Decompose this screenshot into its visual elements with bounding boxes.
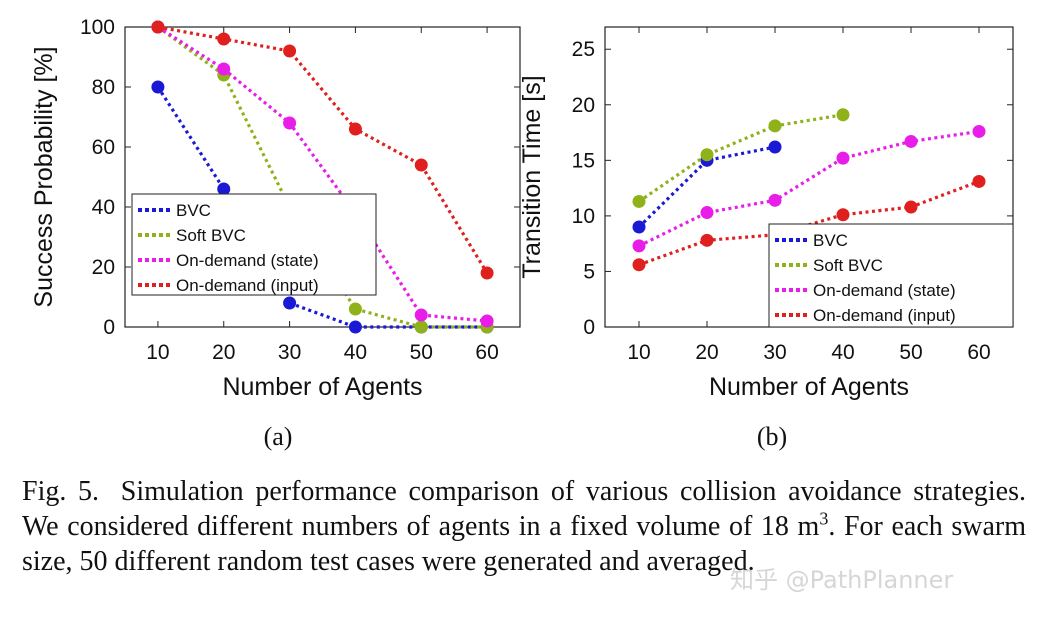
legend-label: Soft BVC — [176, 226, 246, 245]
data-point — [414, 320, 428, 334]
data-point — [632, 239, 646, 253]
data-point — [632, 194, 646, 208]
data-point — [768, 140, 782, 154]
x-tick-label: 20 — [212, 341, 235, 364]
caption-fig-label: Fig. 5. — [22, 476, 100, 507]
y-axis-label: Success Probability [%] — [30, 46, 58, 307]
legend: BVC Soft BVC On-demand (state) On-demand (i… — [768, 223, 1014, 328]
legend: BVC Soft BVC On-demand (state) On-demand (i… — [131, 193, 377, 296]
data-point — [283, 44, 297, 58]
legend-label: BVC — [813, 231, 848, 250]
data-point — [217, 182, 231, 196]
series-soft-bvc — [632, 108, 850, 208]
data-point — [348, 320, 362, 334]
y-tick-label: 5 — [583, 260, 595, 283]
data-point — [836, 208, 850, 222]
data-point — [632, 220, 646, 234]
y-tick-label: 20 — [92, 256, 115, 279]
data-point — [151, 80, 165, 94]
data-point — [632, 258, 646, 272]
data-point — [768, 119, 782, 133]
chart-panel-1: 10 20 30 40 50 60 0 20 40 60 80 100 Number of Agents… — [30, 16, 521, 451]
data-point — [414, 308, 428, 322]
data-point — [836, 108, 850, 122]
data-point — [151, 20, 165, 34]
panel-label: (b) — [757, 422, 787, 451]
data-point — [768, 193, 782, 207]
panel-label: (a) — [264, 422, 293, 451]
data-point — [700, 233, 714, 247]
data-point — [904, 134, 918, 148]
data-point — [904, 200, 918, 214]
y-tick-label: 0 — [583, 316, 595, 339]
data-point — [480, 314, 494, 328]
x-axis-label: Number of Agents — [222, 373, 422, 401]
legend-box — [131, 193, 377, 296]
series-on-demand-input — [151, 20, 494, 280]
y-axis-label: Transition Time [s] — [518, 75, 546, 278]
data-point — [348, 122, 362, 136]
legend-label: On-demand (input) — [813, 306, 956, 325]
y-tick-label: 100 — [80, 16, 115, 39]
chart-panel-2: 10 20 30 40 50 60 0 5 10 15 20 25 Number of Agents Tr… — [518, 26, 1014, 451]
data-point — [972, 124, 986, 138]
y-tick-label: 15 — [572, 149, 595, 172]
series-line — [157, 25, 489, 274]
y-tick-label: 60 — [92, 136, 115, 159]
y-tick-label: 40 — [92, 196, 115, 219]
x-tick-label: 30 — [763, 341, 786, 364]
x-tick-label: 20 — [695, 341, 718, 364]
data-point — [283, 116, 297, 130]
caption-text-end: . For each swarm size, 50 different rand… — [22, 511, 1027, 577]
data-point — [700, 148, 714, 162]
legend-label: BVC — [176, 201, 211, 220]
series-line — [638, 113, 844, 203]
axes-frame — [124, 26, 521, 328]
series-on-demand-state — [632, 124, 986, 253]
legend-label: Soft BVC — [813, 256, 883, 275]
data-point — [348, 302, 362, 316]
data-point — [217, 62, 231, 76]
legend-label: On-demand (state) — [176, 251, 319, 270]
y-tick-label: 25 — [572, 38, 595, 61]
legend-box — [768, 223, 1014, 328]
y-tick-label: 80 — [92, 76, 115, 99]
series-line — [638, 129, 980, 248]
x-axis-label: Number of Agents — [709, 373, 909, 401]
series-line — [156, 25, 488, 329]
x-tick-label: 60 — [475, 341, 498, 364]
x-tick-label: 40 — [344, 341, 367, 364]
data-point — [700, 206, 714, 220]
series-line — [156, 86, 488, 329]
x-tick-label: 30 — [278, 341, 301, 364]
data-point — [217, 32, 231, 46]
x-tick-label: 60 — [967, 341, 990, 364]
data-point — [480, 266, 494, 280]
series-line — [157, 25, 488, 323]
caption-superscript: 3 — [819, 508, 829, 529]
x-tick-label: 10 — [627, 341, 650, 364]
watermark: 知乎 @PathPlanner — [730, 566, 954, 594]
x-tick-label: 50 — [410, 341, 433, 364]
x-tick-label: 10 — [146, 341, 169, 364]
y-tick-label: 10 — [572, 205, 595, 228]
legend-label: On-demand (state) — [813, 281, 956, 300]
data-point — [283, 296, 297, 310]
data-point — [972, 174, 986, 188]
legend-label: On-demand (input) — [176, 276, 319, 295]
data-point — [414, 158, 428, 172]
caption-text: Simulation performance comparison of var… — [22, 476, 1027, 542]
figure-caption: Fig. 5. Simulation performance compariso… — [22, 474, 1026, 579]
data-point — [836, 151, 850, 165]
y-tick-label: 0 — [103, 316, 115, 339]
x-tick-label: 40 — [831, 341, 854, 364]
y-tick-label: 20 — [572, 94, 595, 117]
x-tick-label: 50 — [899, 341, 922, 364]
